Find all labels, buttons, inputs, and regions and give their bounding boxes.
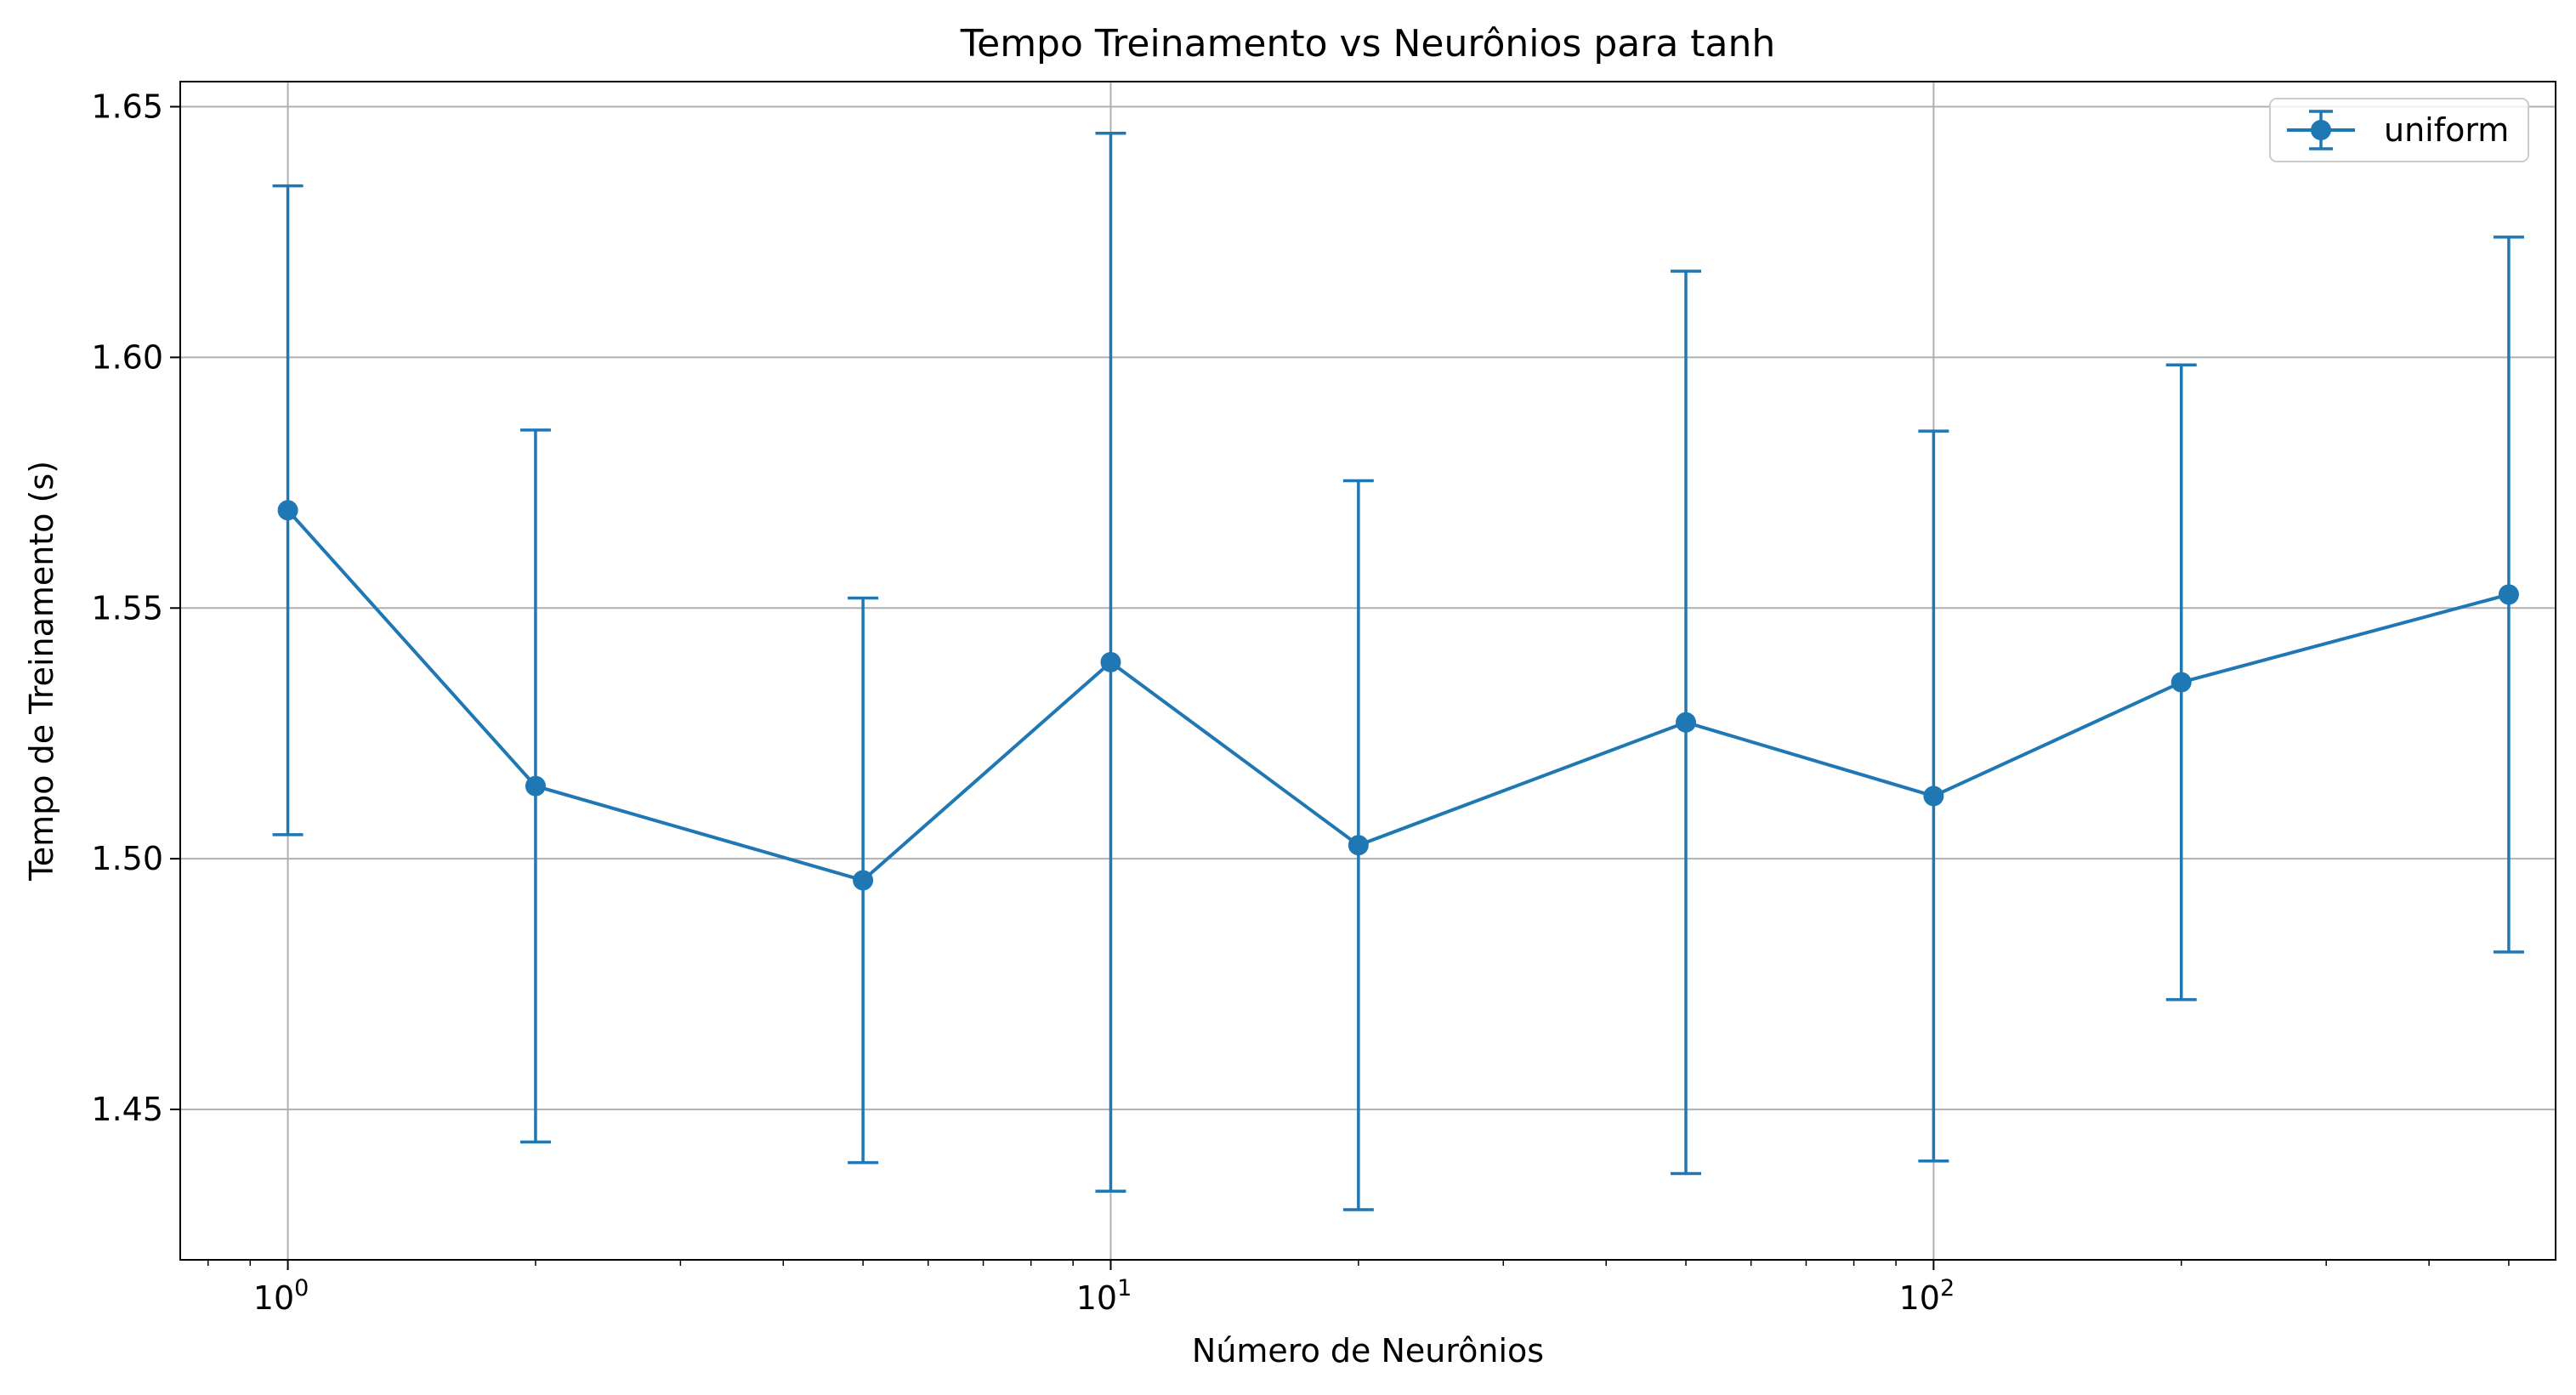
x-tick-label: 101 xyxy=(1076,1275,1132,1317)
legend-series-marker xyxy=(2287,110,2355,150)
legend: uniform xyxy=(2269,98,2529,162)
minor-ticks xyxy=(207,1260,2510,1266)
chart-title: Tempo Treinamento vs Neurônios para tanh xyxy=(960,22,1776,65)
data-point xyxy=(2170,672,2192,693)
data-point xyxy=(1100,651,1121,672)
x-tick-label: 100 xyxy=(253,1275,309,1317)
data-point xyxy=(277,500,298,521)
y-tick-label: 1.45 xyxy=(91,1091,163,1128)
data-point xyxy=(1923,785,1944,807)
y-tick-label: 1.50 xyxy=(91,840,163,877)
data-point xyxy=(2498,584,2519,605)
legend-box xyxy=(2269,98,2529,162)
legend-marker-point xyxy=(2311,120,2331,140)
legend-series-label: uniform xyxy=(2384,111,2509,149)
data-point xyxy=(1676,712,1697,733)
plot-area-frame xyxy=(179,81,2556,1261)
data-point xyxy=(1348,835,1369,856)
series-layer xyxy=(272,131,2524,1211)
x-tick-label: 102 xyxy=(1899,1275,1955,1317)
axis-ticks: 1.45 1.50 1.55 1.60 1.65 100 101 102 xyxy=(91,88,1955,1317)
data-point xyxy=(525,775,546,797)
y-tick-label: 1.55 xyxy=(91,589,163,627)
y-axis-label: Tempo de Treinamento (s) xyxy=(23,461,60,882)
y-tick-label: 1.60 xyxy=(91,338,163,376)
y-tick-label: 1.65 xyxy=(91,88,163,125)
data-point xyxy=(853,870,874,891)
x-axis-label: Número de Neurônios xyxy=(1192,1332,1544,1369)
